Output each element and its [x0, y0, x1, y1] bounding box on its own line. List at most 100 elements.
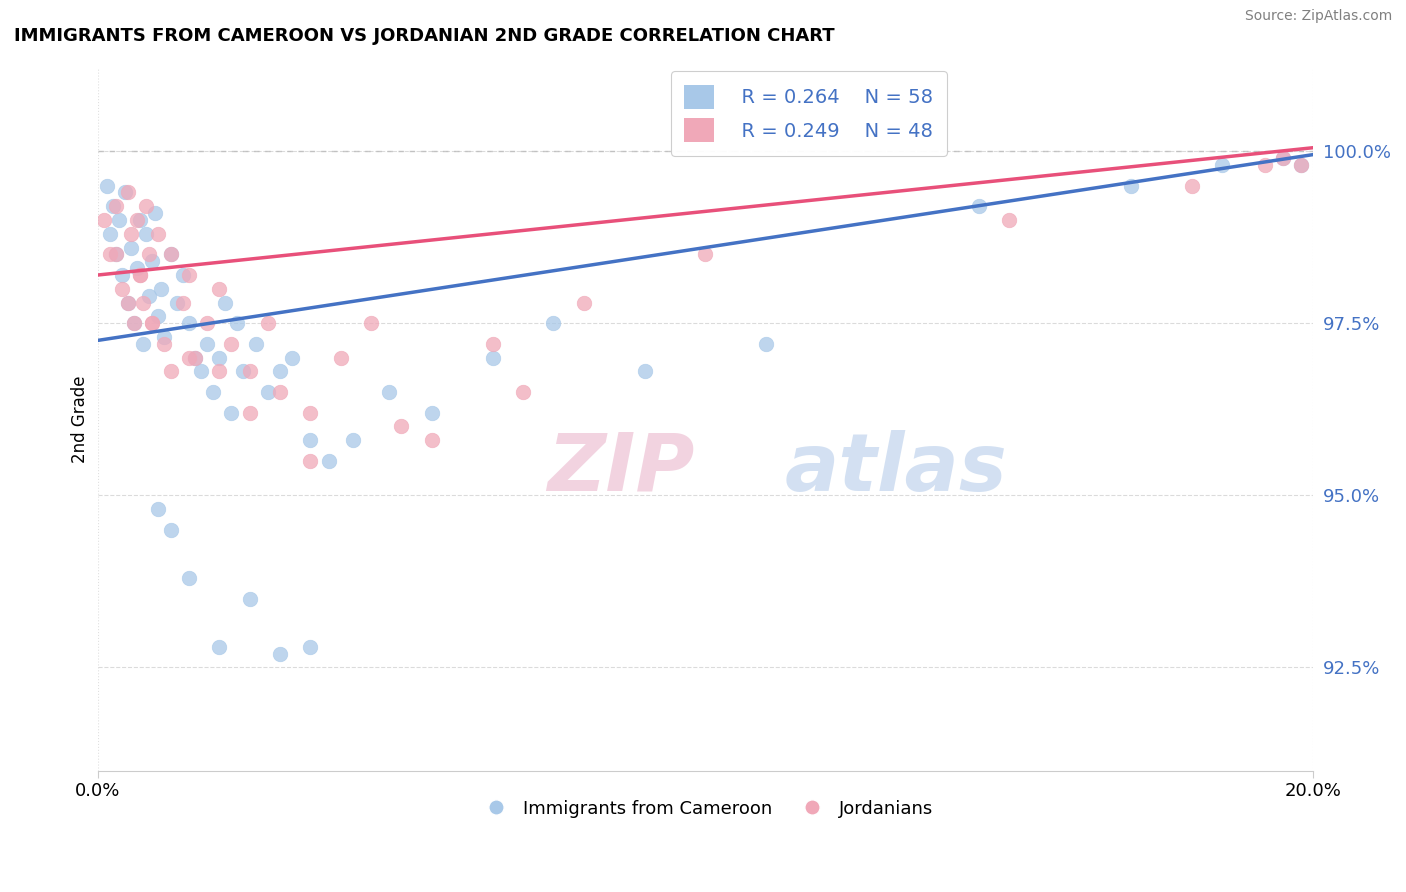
Point [695, 247, 717, 261]
Point [135, 227, 157, 241]
Point [184, 351, 207, 365]
Point [150, 282, 173, 296]
Point [269, 647, 291, 661]
Point [318, 454, 340, 468]
Text: Source: ZipAtlas.com: Source: ZipAtlas.com [1244, 9, 1392, 23]
Point [208, 640, 231, 654]
Point [221, 337, 243, 351]
Point [138, 288, 160, 302]
Point [177, 571, 200, 585]
Point [148, 310, 170, 324]
Point [104, 247, 127, 261]
Point [129, 213, 152, 227]
Point [135, 199, 157, 213]
Point [998, 213, 1021, 227]
Point [195, 337, 218, 351]
Point [572, 295, 595, 310]
Point [132, 337, 155, 351]
Point [226, 316, 249, 330]
Point [141, 316, 163, 330]
Point [125, 213, 148, 227]
Point [98, 227, 121, 241]
Point [117, 186, 139, 200]
Point [177, 316, 200, 330]
Point [238, 591, 260, 606]
Point [232, 364, 254, 378]
Point [1271, 151, 1294, 165]
Point [481, 337, 503, 351]
Point [143, 206, 166, 220]
Point [329, 351, 352, 365]
Point [238, 364, 260, 378]
Point [122, 316, 145, 330]
Point [221, 406, 243, 420]
Point [238, 406, 260, 420]
Text: atlas: atlas [785, 430, 1007, 508]
Point [172, 295, 194, 310]
Text: ZIP: ZIP [547, 430, 695, 508]
Point [117, 295, 139, 310]
Point [114, 186, 136, 200]
Point [96, 178, 118, 193]
Point [481, 351, 503, 365]
Point [111, 282, 134, 296]
Point [1289, 158, 1312, 172]
Point [98, 247, 121, 261]
Point [208, 364, 231, 378]
Point [299, 406, 322, 420]
Point [208, 282, 231, 296]
Point [104, 247, 127, 261]
Point [269, 385, 291, 400]
Point [208, 351, 231, 365]
Point [281, 351, 304, 365]
Point [172, 268, 194, 282]
Point [299, 640, 322, 654]
Point [214, 295, 236, 310]
Point [104, 199, 127, 213]
Point [967, 199, 990, 213]
Point [420, 406, 443, 420]
Point [101, 199, 124, 213]
Point [117, 295, 139, 310]
Point [132, 295, 155, 310]
Point [108, 213, 131, 227]
Point [342, 434, 364, 448]
Point [141, 316, 163, 330]
Point [1253, 158, 1275, 172]
Point [299, 434, 322, 448]
Point [633, 364, 655, 378]
Point [1181, 178, 1204, 193]
Point [512, 385, 534, 400]
Point [184, 351, 207, 365]
Point [159, 364, 181, 378]
Point [378, 385, 401, 400]
Point [138, 247, 160, 261]
Point [93, 213, 115, 227]
Point [755, 337, 778, 351]
Point [420, 434, 443, 448]
Point [148, 227, 170, 241]
Point [120, 240, 142, 254]
Point [543, 316, 565, 330]
Point [153, 330, 176, 344]
Point [195, 316, 218, 330]
Point [120, 227, 142, 241]
Point [111, 268, 134, 282]
Point [190, 364, 212, 378]
Point [256, 316, 278, 330]
Point [269, 364, 291, 378]
Point [159, 247, 181, 261]
Point [166, 295, 188, 310]
Point [256, 385, 278, 400]
Point [129, 268, 152, 282]
Legend: Immigrants from Cameroon, Jordanians: Immigrants from Cameroon, Jordanians [471, 792, 941, 825]
Point [177, 268, 200, 282]
Point [391, 419, 413, 434]
Point [153, 337, 176, 351]
Point [1119, 178, 1142, 193]
Point [141, 254, 163, 268]
Point [125, 261, 148, 276]
Point [360, 316, 382, 330]
Text: IMMIGRANTS FROM CAMEROON VS JORDANIAN 2ND GRADE CORRELATION CHART: IMMIGRANTS FROM CAMEROON VS JORDANIAN 2N… [14, 27, 835, 45]
Point [202, 385, 225, 400]
